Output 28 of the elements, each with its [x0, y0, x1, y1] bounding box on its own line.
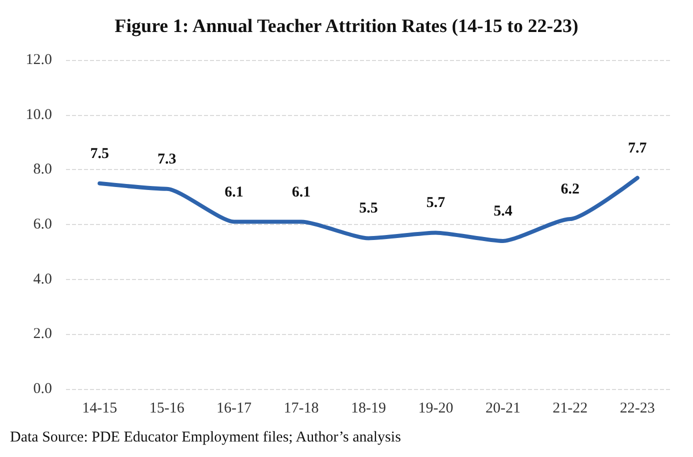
chart-title: Figure 1: Annual Teacher Attrition Rates (14-15 to 22-23) — [114, 16, 578, 37]
data-label: 5.4 — [494, 203, 513, 220]
x-tick-label: 20-21 — [485, 400, 520, 416]
x-tick-label: 18-19 — [351, 400, 386, 416]
data-label: 5.7 — [426, 195, 446, 212]
data-label: 6.1 — [292, 184, 311, 200]
x-tick-label: 14-15 — [82, 400, 118, 416]
y-tick-label: 12.0 — [26, 52, 52, 68]
x-tick-label: 16-17 — [216, 400, 252, 416]
y-tick-label: 2.0 — [33, 326, 52, 342]
data-label: 6.1 — [224, 184, 244, 200]
x-tick-label: 15-16 — [149, 400, 185, 416]
data-label: 7.7 — [628, 140, 648, 156]
y-tick-label: 10.0 — [26, 106, 52, 123]
source-note: Data Source: PDE Educator Employment files; Author’s analysis — [10, 430, 402, 446]
line-series — [98, 176, 640, 243]
data-label: 5.5 — [359, 200, 378, 217]
x-tick-label: 17-18 — [284, 400, 319, 416]
x-tick-label: 22-23 — [620, 400, 655, 416]
y-tick-label: 0.0 — [33, 381, 52, 397]
y-tick-label: 4.0 — [33, 271, 52, 288]
x-tick-label: 19-20 — [418, 400, 454, 416]
data-label: 7.5 — [90, 146, 109, 162]
data-label: 7.3 — [157, 151, 176, 168]
y-tick-label: 6.0 — [33, 216, 52, 232]
data-label: 6.2 — [560, 182, 580, 198]
y-tick-label: 8.0 — [33, 162, 52, 178]
x-tick-label: 21-22 — [552, 400, 588, 416]
